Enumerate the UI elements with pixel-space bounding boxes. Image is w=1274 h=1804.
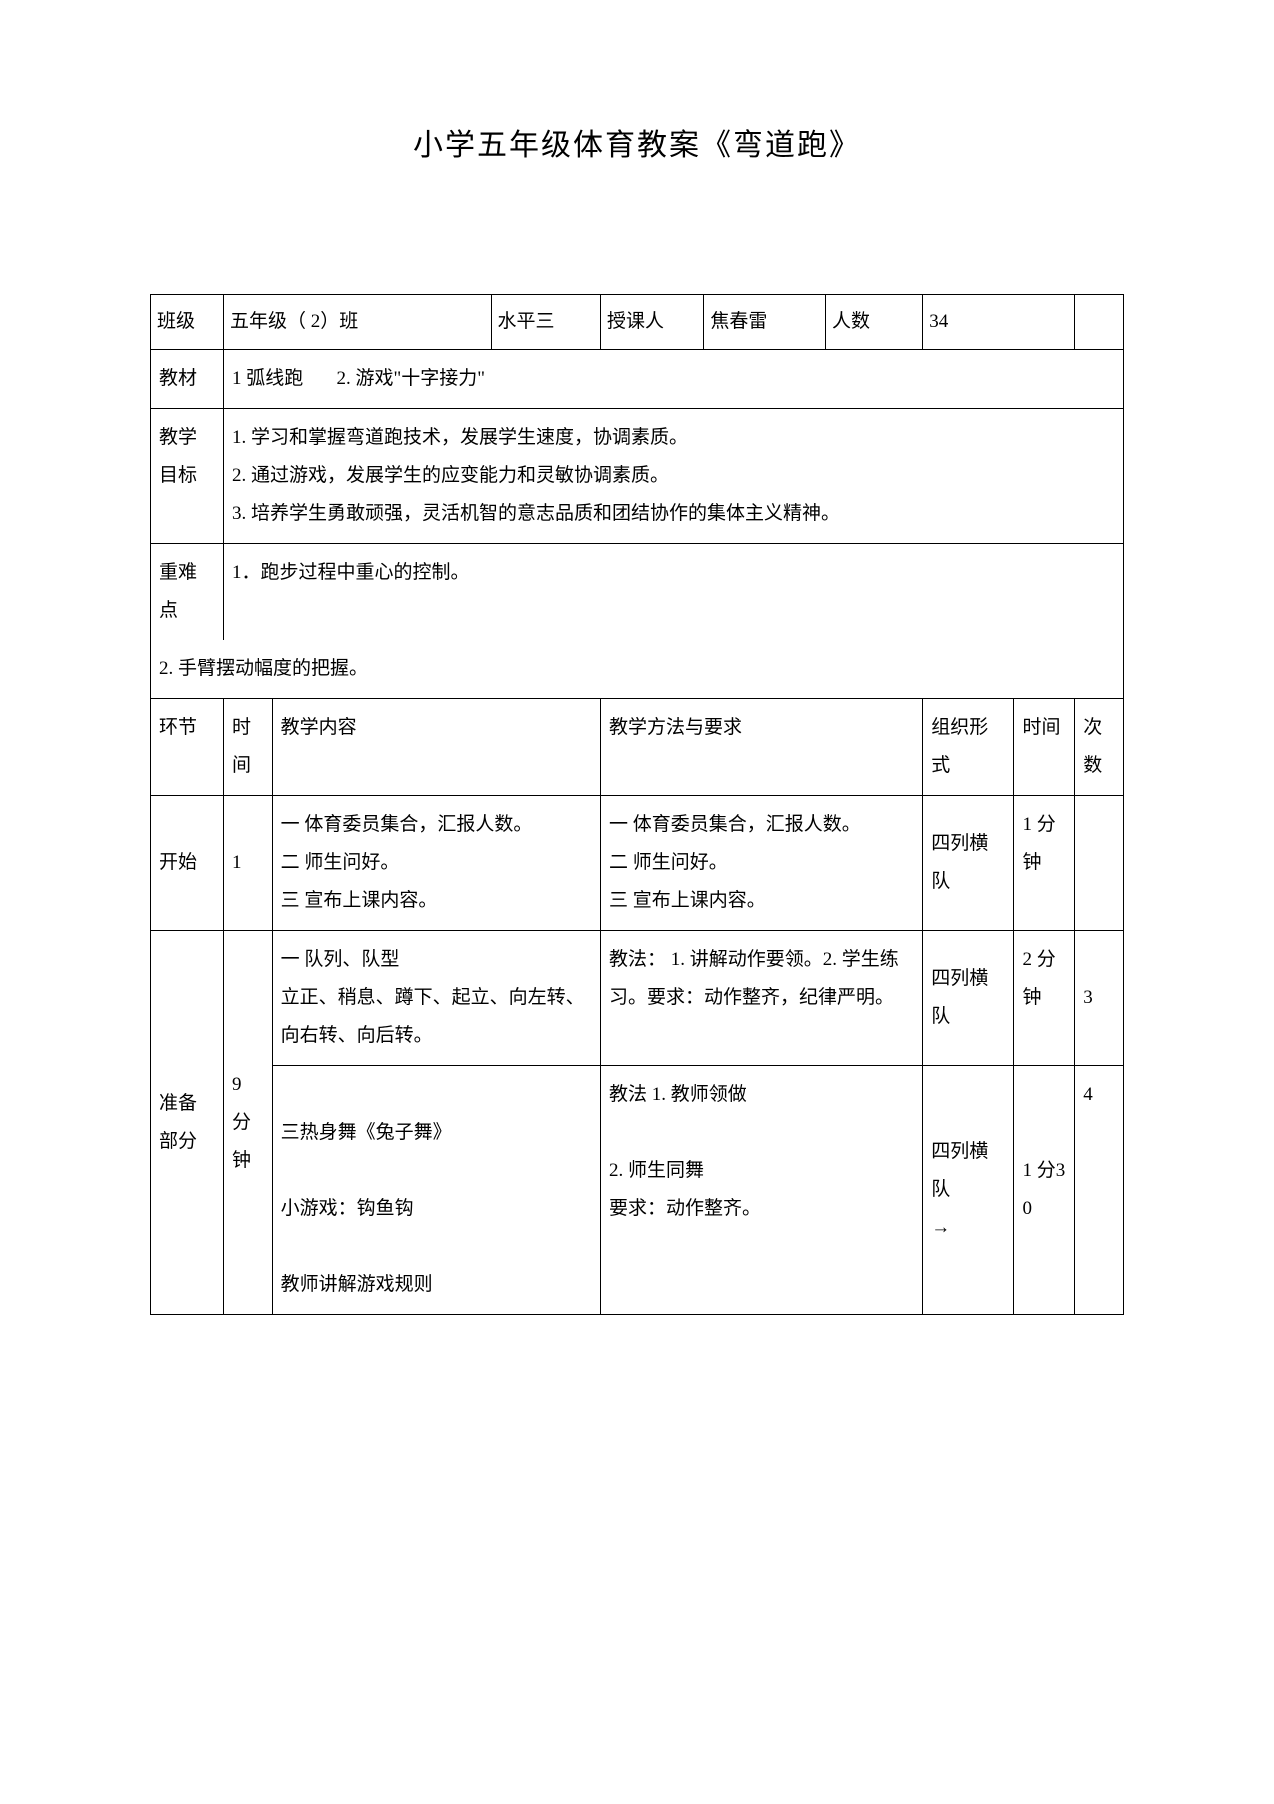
cell-keypoint-v1: 1．跑步过程中重心的控制。 <box>223 544 1123 641</box>
cell-level: 水平三 <box>491 295 600 350</box>
cell-form: 四列横队 <box>923 796 1014 931</box>
cell-class-label: 班级 <box>151 295 224 350</box>
cell-duration-header: 时间 <box>1014 699 1075 796</box>
cell-phase-start: 开始 <box>151 796 224 931</box>
cell-form-header: 组织形式 <box>923 699 1014 796</box>
empty-cell <box>1075 295 1124 350</box>
cell-material-label: 教材 <box>151 350 224 409</box>
cell-content-header: 教学内容 <box>272 699 600 796</box>
cell-reps <box>1075 796 1124 931</box>
cell-content: 三热身舞《兔子舞》 小游戏：钩鱼钩 教师讲解游戏规则 <box>272 1066 600 1315</box>
cell-reps: 4 <box>1075 1066 1124 1315</box>
cell-section-header: 环节 <box>151 699 224 796</box>
cell-reps-header: 次数 <box>1075 699 1124 796</box>
cell-objective-value: 1. 学习和掌握弯道跑技术，发展学生速度，协调素质。 2. 通过游戏，发展学生的… <box>223 409 1123 544</box>
table-row: 三热身舞《兔子舞》 小游戏：钩鱼钩 教师讲解游戏规则 教法 1. 教师领做 2.… <box>151 1066 1124 1315</box>
cell-duration: 2 分钟 <box>1014 931 1075 1066</box>
page-title: 小学五年级体育教案《弯道跑》 <box>150 120 1124 164</box>
table-row: 准备部分 9 分钟 一 队列、队型 立正、稍息、蹲下、起立、向左转、向右转、向后… <box>151 931 1124 1066</box>
cell-phase-time: 1 <box>223 796 272 931</box>
cell-keypoint-label: 重难点 <box>151 544 224 641</box>
cell-method-header: 教学方法与要求 <box>601 699 923 796</box>
table-row: 2. 手臂摆动幅度的把握。 <box>151 640 1124 699</box>
table-row: 教学目标 1. 学习和掌握弯道跑技术，发展学生速度，协调素质。 2. 通过游戏，… <box>151 409 1124 544</box>
cell-form: 四列横队 → <box>923 1066 1014 1315</box>
cell-count-label: 人数 <box>825 295 922 350</box>
cell-class-value: 五年级（ 2）班 <box>223 295 491 350</box>
cell-instructor-value: 焦春雷 <box>704 295 826 350</box>
cell-keypoint-v2: 2. 手臂摆动幅度的把握。 <box>151 640 1124 699</box>
cell-duration: 1 分钟 <box>1014 796 1075 931</box>
cell-reps: 3 <box>1075 931 1124 1066</box>
table-row: 开始 1 一 体育委员集合，汇报人数。 二 师生问好。 三 宣布上课内容。 一 … <box>151 796 1124 931</box>
cell-method: 一 体育委员集合，汇报人数。 二 师生问好。 三 宣布上课内容。 <box>601 796 923 931</box>
table-row: 教材 1 弧线跑 2. 游戏"十字接力" <box>151 350 1124 409</box>
table-row: 重难点 1．跑步过程中重心的控制。 <box>151 544 1124 641</box>
cell-content: 一 队列、队型 立正、稍息、蹲下、起立、向左转、向右转、向后转。 <box>272 931 600 1066</box>
lesson-plan-table: 班级 五年级（ 2）班 水平三 授课人 焦春雷 人数 34 教材 1 弧线跑 2… <box>150 294 1124 1315</box>
cell-phase-time: 9 分钟 <box>223 931 272 1315</box>
cell-duration: 1 分30 <box>1014 1066 1075 1315</box>
cell-material-value: 1 弧线跑 2. 游戏"十字接力" <box>223 350 1123 409</box>
cell-method: 教法： 1. 讲解动作要领。2. 学生练习。要求：动作整齐，纪律严明。 <box>601 931 923 1066</box>
cell-count-value: 34 <box>923 295 1075 350</box>
cell-method: 教法 1. 教师领做 2. 师生同舞 要求：动作整齐。 <box>601 1066 923 1315</box>
table-row: 班级 五年级（ 2）班 水平三 授课人 焦春雷 人数 34 <box>151 295 1124 350</box>
cell-form: 四列横队 <box>923 931 1014 1066</box>
cell-content: 一 体育委员集合，汇报人数。 二 师生问好。 三 宣布上课内容。 <box>272 796 600 931</box>
cell-phase-prep: 准备部分 <box>151 931 224 1315</box>
cell-time-header: 时间 <box>223 699 272 796</box>
cell-instructor-label: 授课人 <box>601 295 704 350</box>
cell-objective-label: 教学目标 <box>151 409 224 544</box>
table-row: 环节 时间 教学内容 教学方法与要求 组织形式 时间 次数 <box>151 699 1124 796</box>
